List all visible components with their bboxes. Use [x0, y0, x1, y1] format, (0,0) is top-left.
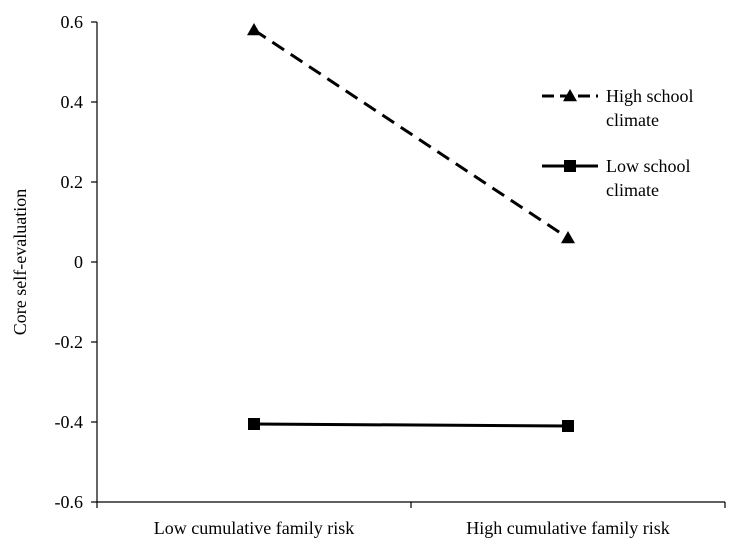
series-line [253, 422, 569, 428]
y-tick-label: -0.6 [55, 492, 84, 512]
y-tick-label: -0.4 [55, 412, 84, 432]
x-tick-label: High cumulative family risk [466, 518, 669, 538]
series-high-school-climate [247, 23, 575, 244]
series-low-school-climate [248, 418, 574, 432]
legend-label: climate [606, 110, 659, 130]
square-marker [248, 418, 260, 430]
y-ticks: 0.6 0.4 0.2 0 -0.2 -0.4 -0.6 [55, 12, 97, 512]
x-ticks: Low cumulative family risk High cumulativ… [96, 502, 726, 538]
legend-item: Low school climate [542, 156, 691, 200]
triangle-marker [247, 23, 261, 36]
y-tick-label: -0.2 [55, 332, 84, 352]
legend-label: High school [606, 86, 694, 106]
y-axis-title: Core self-evaluation [10, 189, 30, 335]
y-tick-label: 0.2 [61, 172, 84, 192]
triangle-marker [563, 89, 577, 102]
series-layer [247, 23, 575, 432]
triangle-marker [561, 231, 575, 244]
legend-label: climate [606, 180, 659, 200]
series-line [253, 28, 569, 240]
y-tick-label: 0 [74, 252, 83, 272]
legend-label: Low school [606, 156, 691, 176]
y-tick-label: 0.6 [61, 12, 84, 32]
y-tick-label: 0.4 [61, 92, 84, 112]
x-tick-label: Low cumulative family risk [154, 518, 354, 538]
square-marker [562, 420, 574, 432]
legend-item: High school climate [542, 86, 694, 130]
legend: High school climate Low school climate [542, 86, 694, 200]
square-marker [564, 160, 576, 172]
